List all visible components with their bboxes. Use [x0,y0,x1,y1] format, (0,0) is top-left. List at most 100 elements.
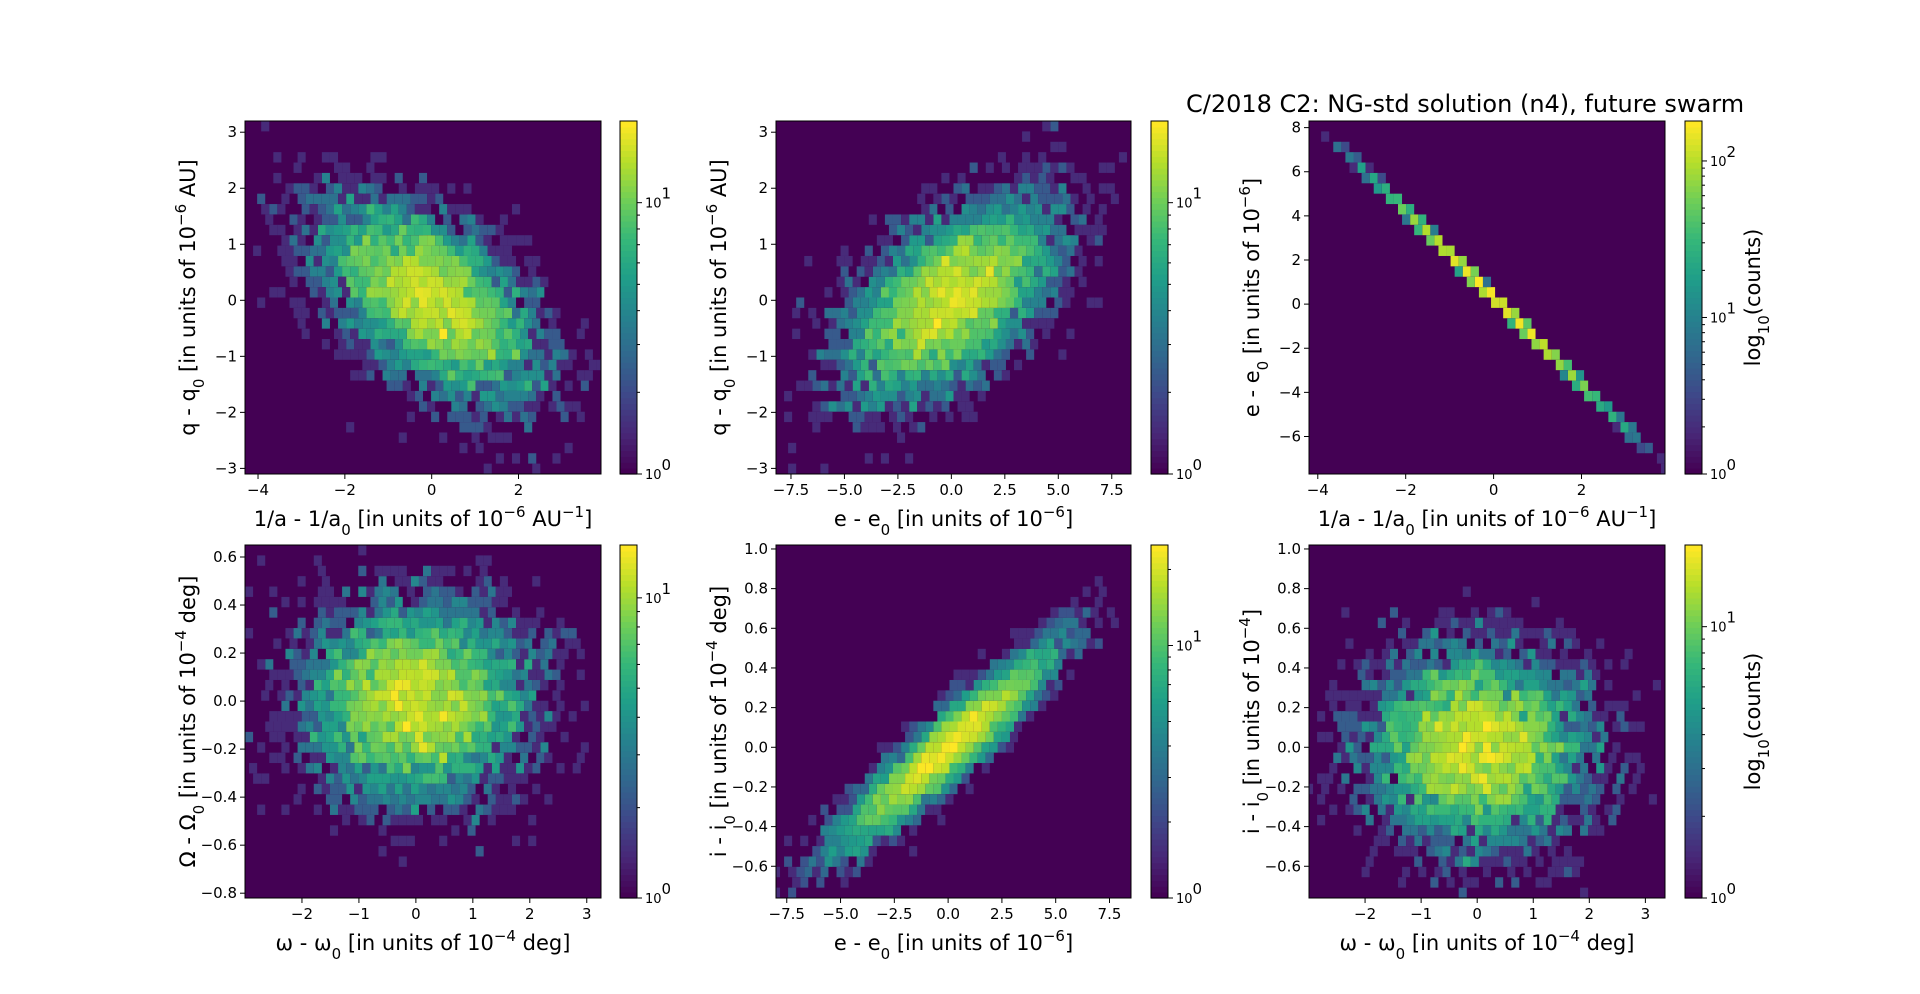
hexbin-cell [1001,648,1010,660]
hexbin-cell [1434,617,1443,629]
hexbin-cell [447,607,456,618]
hexbin-cell [1543,835,1552,847]
hexbin-cell [1592,669,1601,680]
hexbin-cell [491,742,500,753]
colorbar-segment [1151,185,1168,193]
hexbin-cell [1495,607,1504,618]
hexbin-cell [277,669,286,680]
x-tick-label: 0 [427,481,437,499]
hexbin-cell [418,214,428,225]
hexbin-cell [1531,804,1540,815]
colorbar-tick-label: 100 [1710,456,1736,483]
hexbin-cell [556,679,565,691]
hexbin-cell [1377,825,1386,836]
hexbin-cell [848,349,857,360]
hexbin-cell [1034,690,1043,701]
hexbin-cell [957,318,966,329]
hexbin-cell [1511,307,1520,319]
colorbar-segment [1685,756,1702,764]
hexbin-cell [439,224,448,236]
hexbin-cell [1026,690,1035,701]
hexbin-cell [455,669,464,680]
hexbin-cell [868,846,877,857]
y-tick-label: −0.2 [201,740,237,758]
hexbin-cell [868,804,877,815]
x-tick-label: 0 [1489,481,1499,499]
hexbin-cell [374,266,383,277]
hexbin-cell [933,255,942,267]
colorbar-segment [1685,868,1702,876]
hexbin-cell [540,276,549,288]
hexbin-cell [1567,669,1576,680]
hexbin-cell [1466,763,1475,774]
hexbin-cell [1014,638,1023,649]
hexbin-cell [1422,690,1431,701]
hexbin-cell [1042,328,1051,340]
colorbar-segment [1685,444,1702,452]
hexbin-cell [358,328,367,340]
colorbar-segment [1685,221,1702,228]
hexbin-cell [1014,235,1023,246]
colorbar-segment [1685,138,1702,146]
hexbin-cell [941,214,950,225]
hexbin-cell [520,411,529,423]
hexbin-cell [1365,711,1374,722]
hexbin-cell [342,711,351,722]
hexbin-cell [1090,607,1099,618]
hexbin-cell [1406,731,1415,743]
hexbin-cell [1426,783,1435,795]
hexbin-cell [969,162,978,173]
hexbin-cell [1422,773,1431,784]
hexbin-cell [1066,266,1075,277]
hexbin-cell [840,877,849,888]
hexbin-cell [1474,742,1483,753]
colorbar-segment [620,203,637,210]
hexbin-cell [382,773,391,784]
hexbin-cell [358,370,367,381]
hexbin-cell [354,297,363,308]
hexbin-cell [909,297,918,308]
hexbin-cell [808,814,817,826]
hexbin-cell [358,266,367,277]
hexbin-cell [1038,638,1047,649]
hexbin-cell [423,794,432,805]
hexbin-cell [447,349,456,360]
hexbin-cell [1026,245,1035,256]
hexbin-cell [398,856,407,867]
hexbin-cell [1491,825,1500,836]
hexbin-cell [993,690,1002,701]
hexbin-cell [305,721,314,732]
hexbin-cell [868,380,877,391]
hexbin-cell [410,193,419,205]
hexbin-cell [427,742,436,753]
hexbin-cell [925,235,934,246]
colorbar-segment [1685,297,1702,304]
hexbin-cell [471,370,480,381]
hexbin-cell [1058,204,1067,215]
hexbin-cell [993,349,1002,360]
hexbin-cell [941,783,950,795]
hexbin-cell [949,380,958,391]
colorbar-segment [620,833,637,840]
hexbin-cell [905,773,914,784]
hexbin-cell [1535,628,1544,639]
colorbar-segment [1151,880,1168,887]
hexbin-cell [1555,721,1564,732]
hexbin-cell [342,648,351,660]
hexbin-cell [516,617,525,629]
hexbin-cell [1576,856,1585,867]
hexbin-cell [281,700,290,712]
hexbin-cell [1381,752,1390,764]
colorbar-segment [1685,762,1702,770]
hexbin-cell [1086,193,1095,205]
hexbin-cell [447,328,456,340]
hexbin-cell [840,370,849,381]
hexbin-cell [1054,297,1063,308]
hexbin-cell [1094,576,1103,587]
x-tick-label: −2.5 [880,481,916,499]
hexbin-cell [977,287,986,298]
hexbin-cell [880,752,889,764]
hexbin-cell [427,193,436,205]
hexbin-cell [876,401,885,412]
hexbin-cell [1042,162,1051,173]
